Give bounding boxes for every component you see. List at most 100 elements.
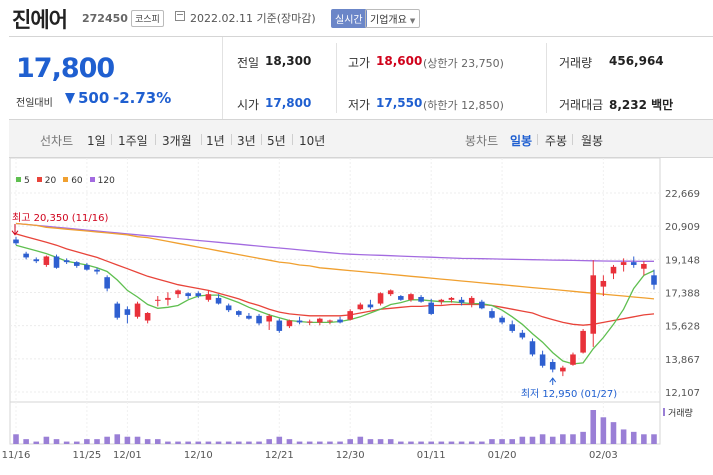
volume-bar <box>144 439 151 444</box>
volume-bar <box>408 441 414 444</box>
high-label: 고가 <box>348 56 371 70</box>
high-annotation: 최고 20,350 (11/16) <box>12 212 108 224</box>
period-3y[interactable]: 3년 <box>237 134 256 148</box>
high-arrow-icon <box>11 224 19 236</box>
volume-bar <box>428 441 434 444</box>
volume-bar <box>479 441 485 444</box>
volume-bar <box>347 439 353 444</box>
base-date: 2022.02.11 기준(장마감) <box>190 12 316 25</box>
volume-bar <box>53 439 60 444</box>
period-5y[interactable]: 5년 <box>267 134 286 148</box>
volume-bar <box>519 436 526 444</box>
candle-body <box>398 296 404 300</box>
candle-body <box>428 302 434 314</box>
current-price: 17,800 <box>16 53 115 84</box>
candle-body <box>357 304 364 310</box>
realtime-button[interactable]: 실시간 <box>331 9 367 28</box>
candle-body <box>94 269 100 272</box>
candle-body <box>539 354 546 366</box>
period-1y[interactable]: 1년 <box>206 134 225 148</box>
candle-body <box>104 277 110 289</box>
candle-body <box>367 304 374 308</box>
y-tick-label: 22,669 <box>665 189 700 200</box>
candle-body <box>286 320 293 327</box>
candle-chart-tab[interactable]: 봉차트 <box>465 134 499 148</box>
toolbar-divider <box>201 134 202 145</box>
volume-bar <box>13 434 19 444</box>
toolbar-divider <box>111 134 112 145</box>
change-label: 전일대비 <box>16 98 53 109</box>
candle-weekly[interactable]: 주봉 <box>545 134 568 148</box>
chart-frame <box>9 158 661 445</box>
chart-toolbar: 선차트 1일 1주일 3개월 1년 3년 5년 10년 봉차트 일봉 주봉 월봉 <box>9 120 713 158</box>
y-tick-label: 19,148 <box>665 255 700 266</box>
volume-bar <box>175 441 181 444</box>
volume-bar <box>529 436 536 444</box>
volume-bar <box>357 436 364 444</box>
volume-bar <box>560 434 566 444</box>
period-1d[interactable]: 1일 <box>87 134 106 148</box>
current-price-panel: 17,800 전일대비 500 -2.73% <box>9 37 223 119</box>
ma-legend: 5 20 60 120 <box>16 176 122 186</box>
volume-bar <box>94 439 100 444</box>
volume-bar <box>337 441 343 444</box>
legend-swatch <box>63 177 69 182</box>
candle-body <box>327 320 333 322</box>
legend-label: 60 <box>71 176 83 186</box>
line-chart-tab[interactable]: 선차트 <box>40 134 74 148</box>
open-value: 17,800 <box>265 96 312 110</box>
volume-bar <box>134 436 141 444</box>
market-badge: 코스피 <box>131 10 164 27</box>
candle-body <box>438 299 445 302</box>
candle-body <box>236 311 242 315</box>
candle-body <box>215 297 222 304</box>
ma-legend-item[interactable]: 60 <box>63 176 83 186</box>
candle-body <box>590 275 597 334</box>
candle-body <box>600 280 607 287</box>
stock-chart[interactable]: 22,669 20,909 19,148 17,388 15,628 13,867 12,1… <box>0 158 713 475</box>
volume-bar <box>124 436 131 444</box>
open-label: 시가 <box>237 98 260 112</box>
stock-code: 272450 <box>82 12 128 25</box>
candle-body <box>33 259 40 262</box>
candle-body <box>144 312 151 321</box>
candle-body <box>499 317 505 323</box>
candle-body <box>458 299 465 303</box>
volume-bar <box>600 417 607 444</box>
volume-label: 거래량 <box>559 56 593 70</box>
candle-daily[interactable]: 일봉 <box>510 134 533 148</box>
candle-body <box>509 324 516 331</box>
volume-bar <box>236 441 242 444</box>
period-1w[interactable]: 1주일 <box>118 134 148 148</box>
candle-body <box>408 294 414 300</box>
ma-legend-item[interactable]: 20 <box>36 176 57 186</box>
stock-name: 진에어 <box>12 8 68 32</box>
ma-legend-item[interactable]: 5 <box>16 176 30 186</box>
x-tick-label: 02/03 <box>589 450 618 461</box>
candle-body <box>175 290 181 295</box>
volume-bar <box>641 434 647 444</box>
ma-legend-item[interactable]: 120 <box>89 176 115 186</box>
candle-monthly[interactable]: 월봉 <box>581 134 604 148</box>
candle-body <box>296 320 303 323</box>
candle-body <box>154 299 161 301</box>
period-10y[interactable]: 10년 <box>299 134 326 148</box>
volume-bar <box>580 431 586 444</box>
volume-bar <box>549 436 556 444</box>
change-percent: -2.73% <box>113 89 172 107</box>
candle-body <box>246 315 252 319</box>
candle-body <box>418 296 424 302</box>
legend-label: 20 <box>44 176 57 186</box>
x-tick-label: 11/25 <box>72 450 101 461</box>
volume-bar <box>104 436 110 444</box>
period-3m[interactable]: 3개월 <box>162 134 192 148</box>
volume-bar <box>286 439 293 444</box>
volume-bar <box>418 441 424 444</box>
corp-info-dropdown[interactable]: 기업개요 ▼ <box>365 9 421 28</box>
candle-body <box>124 309 131 315</box>
candle-body <box>620 262 627 265</box>
volume-bar <box>539 434 546 444</box>
candle-body <box>387 290 394 295</box>
volume-bar <box>185 441 191 444</box>
y-tick-label: 12,107 <box>665 388 700 399</box>
